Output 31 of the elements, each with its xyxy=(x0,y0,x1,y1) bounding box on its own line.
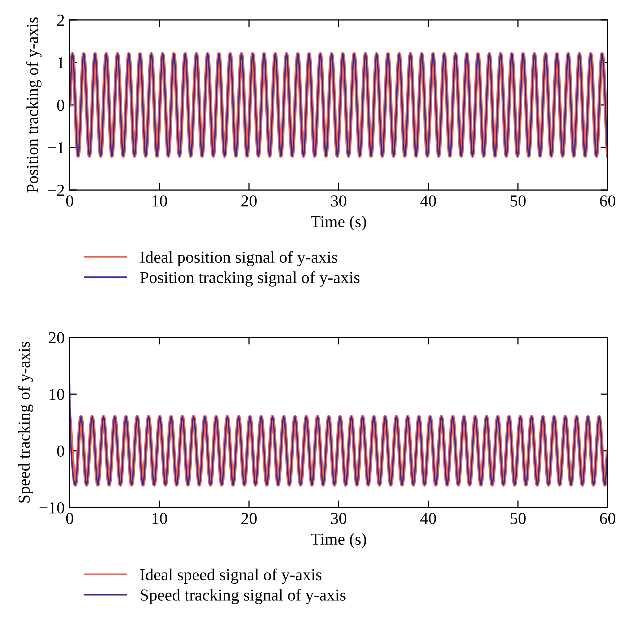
x-tick-label: 10 xyxy=(152,196,168,207)
legend-label: Position tracking signal of y-axis xyxy=(140,272,360,287)
legend-label: Ideal position signal of y-axis xyxy=(140,251,338,267)
x-tick-label: 60 xyxy=(600,196,616,207)
y-tick-label: 20 xyxy=(49,332,64,344)
y-tick-label: 10 xyxy=(50,389,64,400)
x-axis-title: Time (s) xyxy=(311,533,366,548)
y-axis-title: Position tracking of y-axis xyxy=(26,18,42,193)
y-tick-label: −1 xyxy=(48,142,64,154)
y-tick-label: 0 xyxy=(57,446,64,458)
x-tick-label: 10 xyxy=(152,513,168,524)
x-tick-label: 0 xyxy=(66,196,74,207)
legend-label: Ideal speed signal of y-axis xyxy=(140,568,322,584)
x-tick-label: 60 xyxy=(600,513,616,524)
y-tick-label: 1 xyxy=(58,57,64,68)
y-tick-label: 2 xyxy=(57,14,64,26)
x-tick-label: 0 xyxy=(66,513,74,524)
x-tick-label: 20 xyxy=(242,513,257,524)
y-axis-title: Speed tracking of y-axis xyxy=(18,342,34,503)
x-tick-label: 30 xyxy=(331,196,347,207)
y-tick-label: 0 xyxy=(57,100,64,112)
x-axis-title: Time (s) xyxy=(311,216,366,231)
x-tick-label: 40 xyxy=(420,513,436,524)
x-tick-label: 50 xyxy=(510,196,526,207)
x-tick-label: 30 xyxy=(331,513,347,524)
x-tick-label: 20 xyxy=(242,196,257,207)
y-tick-label: −2 xyxy=(48,185,64,196)
legend-label: Speed tracking signal of y-axis xyxy=(141,589,346,604)
x-tick-label: 50 xyxy=(510,513,526,524)
y-tick-label: −10 xyxy=(40,502,64,514)
x-tick-label: 40 xyxy=(420,196,436,207)
